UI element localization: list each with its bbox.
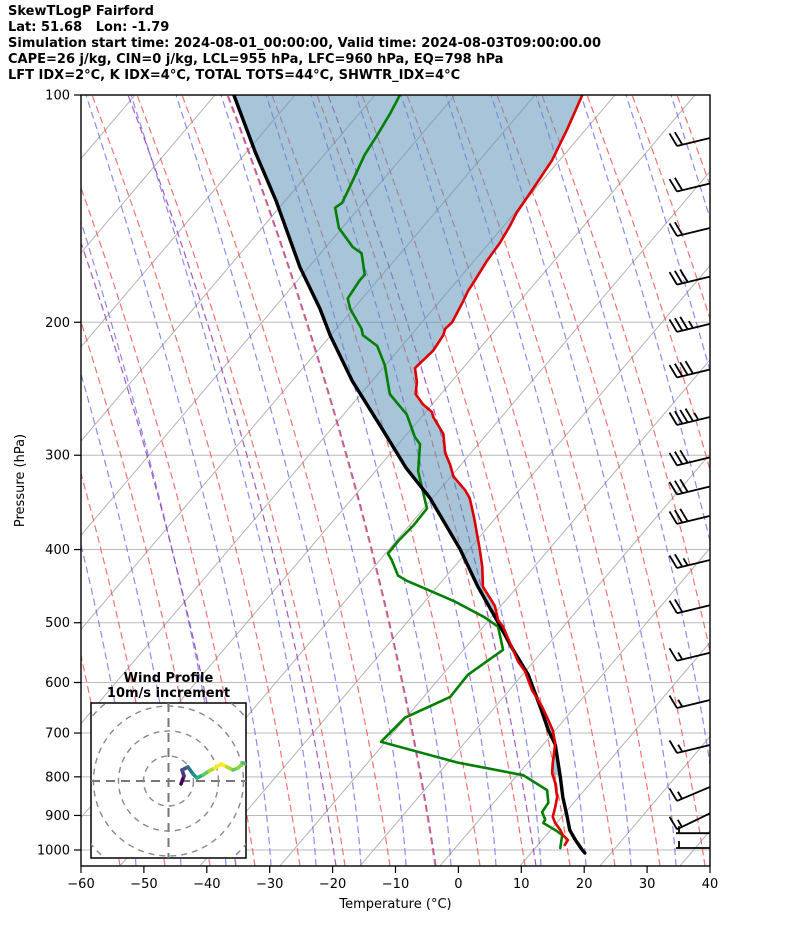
wind-barb bbox=[668, 553, 711, 569]
x-tick-label: 40 bbox=[702, 877, 719, 892]
isotherm-line bbox=[679, 829, 710, 866]
wind-barb bbox=[668, 508, 711, 525]
moist-line bbox=[580, 95, 710, 544]
x-tick-label: −30 bbox=[256, 877, 283, 892]
x-tick-label: −40 bbox=[193, 877, 220, 892]
moist-line bbox=[175, 95, 362, 866]
x-tick-label: −60 bbox=[67, 877, 94, 892]
isotherm-line bbox=[519, 641, 710, 866]
wind-barb bbox=[668, 177, 711, 193]
wind-barb bbox=[668, 598, 711, 615]
dry-adiabat-line bbox=[541, 95, 710, 654]
wind-barb bbox=[668, 786, 711, 802]
figure-header: SkewTLogP Fairford Lat: 51.68 Lon: -1.79… bbox=[8, 4, 601, 84]
wind-barb bbox=[668, 449, 711, 467]
dry-adiabat-line bbox=[181, 95, 391, 866]
isotherm-line bbox=[599, 735, 710, 866]
dry-adiabat-line bbox=[91, 95, 301, 866]
indices-line-1: CAPE=26 j/kg, CIN=0 j/kg, LCL=955 hPa, L… bbox=[8, 52, 504, 67]
y-tick-label: 900 bbox=[45, 809, 70, 824]
dry-adiabat-line bbox=[496, 95, 706, 866]
wind-barb bbox=[668, 221, 711, 237]
x-tick-label: 30 bbox=[639, 877, 656, 892]
wind-barb bbox=[668, 647, 711, 662]
wind-barb bbox=[676, 826, 710, 835]
isotherm-line bbox=[81, 95, 296, 348]
y-tick-label: 200 bbox=[45, 316, 70, 331]
indices-line-2: LFT IDX=2°C, K IDX=4°C, TOTAL TOTS=44°C,… bbox=[8, 68, 461, 83]
hodograph-title: Wind Profile bbox=[124, 671, 214, 686]
temperature-curve bbox=[413, 95, 584, 847]
page-title: SkewTLogP Fairford bbox=[8, 4, 154, 19]
dry-adiabat-line bbox=[136, 95, 346, 866]
x-tick-label: −20 bbox=[319, 877, 346, 892]
moist-line bbox=[716, 95, 794, 866]
dry-adiabat-line bbox=[81, 186, 256, 866]
isotherm-line bbox=[439, 547, 710, 866]
dry-adiabat-line bbox=[586, 95, 710, 473]
wind-barb bbox=[668, 131, 711, 147]
wind-barb bbox=[668, 740, 711, 754]
y-tick-label: 600 bbox=[45, 676, 70, 691]
sounding-curves bbox=[232, 95, 587, 855]
y-tick-label: 300 bbox=[45, 449, 70, 464]
isotherm-line bbox=[199, 264, 710, 866]
y-tick-label: 500 bbox=[45, 616, 70, 631]
y-tick-label: 700 bbox=[45, 727, 70, 742]
mixing-line bbox=[127, 95, 337, 866]
mixing-line bbox=[227, 95, 437, 866]
y-tick-label: 800 bbox=[45, 770, 70, 785]
wind-barbs bbox=[668, 131, 711, 849]
cape-shading bbox=[233, 95, 583, 777]
y-axis-label: Pressure (hPa) bbox=[13, 434, 28, 527]
hodograph-ring bbox=[117, 730, 220, 832]
y-tick-label: 1000 bbox=[37, 844, 70, 859]
hodograph-ring bbox=[92, 705, 245, 857]
moist-line bbox=[625, 95, 710, 373]
x-tick-label: −50 bbox=[130, 877, 157, 892]
isotherm-line bbox=[279, 359, 710, 866]
x-axis-label: Temperature (°C) bbox=[338, 897, 451, 912]
y-tick-label: 100 bbox=[45, 89, 70, 104]
moist-line bbox=[130, 95, 317, 866]
dry-adiabat-line bbox=[631, 95, 710, 321]
wind-barb bbox=[676, 841, 710, 849]
x-tick-label: −10 bbox=[382, 877, 409, 892]
wind-barb bbox=[668, 316, 711, 333]
hodograph-ring bbox=[142, 755, 195, 807]
wind-barb bbox=[668, 812, 711, 831]
dry-adiabat-line bbox=[722, 95, 794, 866]
wind-barb bbox=[668, 695, 711, 709]
moist-line bbox=[490, 95, 677, 866]
x-tick-label: 20 bbox=[576, 877, 593, 892]
time-line: Simulation start time: 2024-08-01_00:00:… bbox=[8, 36, 601, 51]
y-tick-label: 400 bbox=[45, 543, 70, 558]
wind-barb bbox=[668, 269, 711, 286]
moist-line bbox=[761, 95, 794, 866]
wind-barb bbox=[668, 478, 711, 496]
x-tick-label: 10 bbox=[513, 877, 530, 892]
moist-line bbox=[220, 95, 407, 866]
dry-adiabat-line bbox=[676, 95, 710, 187]
wind-barb bbox=[668, 360, 711, 379]
dry-adiabat-line bbox=[226, 95, 436, 866]
location-line: Lat: 51.68 Lon: -1.79 bbox=[8, 20, 170, 35]
wind-barb bbox=[668, 408, 711, 426]
moist-line bbox=[535, 95, 710, 769]
isotherm-line bbox=[81, 95, 216, 254]
hodograph-trace-segment bbox=[241, 761, 246, 766]
hodograph-subtitle: 10m/s increment bbox=[107, 686, 230, 701]
x-tick-label: 0 bbox=[454, 877, 462, 892]
moist-line bbox=[85, 95, 272, 866]
isotherm-line bbox=[359, 453, 710, 866]
isotherm-line bbox=[81, 95, 376, 442]
